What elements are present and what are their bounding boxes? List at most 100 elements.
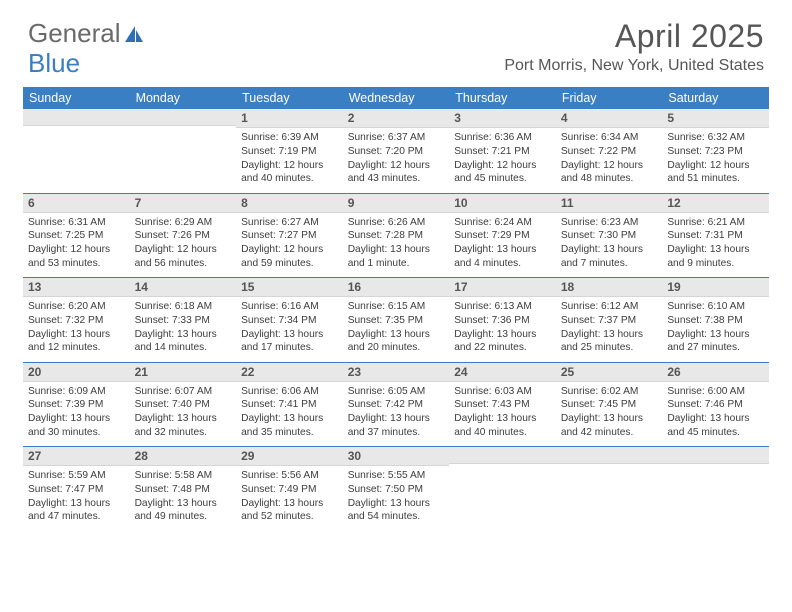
calendar-day-cell: 13Sunrise: 6:20 AMSunset: 7:32 PMDayligh… [23, 278, 130, 362]
day-details: Sunrise: 6:23 AMSunset: 7:30 PMDaylight:… [556, 213, 663, 275]
calendar-week-row: 1Sunrise: 6:39 AMSunset: 7:19 PMDaylight… [23, 109, 769, 193]
calendar-day-cell: 12Sunrise: 6:21 AMSunset: 7:31 PMDayligh… [662, 194, 769, 278]
calendar-day-cell: 30Sunrise: 5:55 AMSunset: 7:50 PMDayligh… [343, 447, 450, 531]
calendar-empty-cell [130, 109, 237, 193]
calendar-day-cell: 18Sunrise: 6:12 AMSunset: 7:37 PMDayligh… [556, 278, 663, 362]
logo: General [28, 18, 145, 49]
day-details: Sunrise: 6:36 AMSunset: 7:21 PMDaylight:… [449, 128, 556, 190]
day-number: 23 [343, 363, 450, 382]
day-details: Sunrise: 5:55 AMSunset: 7:50 PMDaylight:… [343, 466, 450, 528]
day-number: 11 [556, 194, 663, 213]
weekday-header: Sunday [23, 87, 130, 109]
day-details: Sunrise: 6:20 AMSunset: 7:32 PMDaylight:… [23, 297, 130, 359]
day-number: 24 [449, 363, 556, 382]
calendar-day-cell: 23Sunrise: 6:05 AMSunset: 7:42 PMDayligh… [343, 363, 450, 447]
calendar-empty-cell [662, 447, 769, 531]
day-details: Sunrise: 6:05 AMSunset: 7:42 PMDaylight:… [343, 382, 450, 444]
empty-day-number [662, 447, 769, 464]
calendar-head: SundayMondayTuesdayWednesdayThursdayFrid… [23, 87, 769, 109]
calendar-day-cell: 29Sunrise: 5:56 AMSunset: 7:49 PMDayligh… [236, 447, 343, 531]
calendar-day-cell: 9Sunrise: 6:26 AMSunset: 7:28 PMDaylight… [343, 194, 450, 278]
calendar-day-cell: 15Sunrise: 6:16 AMSunset: 7:34 PMDayligh… [236, 278, 343, 362]
day-number: 27 [23, 447, 130, 466]
calendar-day-cell: 2Sunrise: 6:37 AMSunset: 7:20 PMDaylight… [343, 109, 450, 193]
empty-day-number [449, 447, 556, 464]
location-text: Port Morris, New York, United States [504, 57, 764, 75]
calendar-table: SundayMondayTuesdayWednesdayThursdayFrid… [23, 87, 769, 531]
calendar-day-cell: 16Sunrise: 6:15 AMSunset: 7:35 PMDayligh… [343, 278, 450, 362]
weekday-header: Monday [130, 87, 237, 109]
day-number: 20 [23, 363, 130, 382]
calendar-day-cell: 21Sunrise: 6:07 AMSunset: 7:40 PMDayligh… [130, 363, 237, 447]
calendar-day-cell: 7Sunrise: 6:29 AMSunset: 7:26 PMDaylight… [130, 194, 237, 278]
title-block: April 2025 Port Morris, New York, United… [504, 18, 764, 75]
day-number: 28 [130, 447, 237, 466]
calendar-day-cell: 4Sunrise: 6:34 AMSunset: 7:22 PMDaylight… [556, 109, 663, 193]
calendar-week-row: 6Sunrise: 6:31 AMSunset: 7:25 PMDaylight… [23, 194, 769, 278]
day-number: 9 [343, 194, 450, 213]
day-details: Sunrise: 6:24 AMSunset: 7:29 PMDaylight:… [449, 213, 556, 275]
weekday-header: Friday [556, 87, 663, 109]
calendar-day-cell: 5Sunrise: 6:32 AMSunset: 7:23 PMDaylight… [662, 109, 769, 193]
weekday-header: Thursday [449, 87, 556, 109]
calendar-day-cell: 20Sunrise: 6:09 AMSunset: 7:39 PMDayligh… [23, 363, 130, 447]
logo-text-general: General [28, 18, 121, 49]
day-details: Sunrise: 6:16 AMSunset: 7:34 PMDaylight:… [236, 297, 343, 359]
calendar-day-cell: 10Sunrise: 6:24 AMSunset: 7:29 PMDayligh… [449, 194, 556, 278]
calendar-empty-cell [449, 447, 556, 531]
calendar-day-cell: 14Sunrise: 6:18 AMSunset: 7:33 PMDayligh… [130, 278, 237, 362]
day-number: 10 [449, 194, 556, 213]
day-number: 26 [662, 363, 769, 382]
day-details: Sunrise: 6:26 AMSunset: 7:28 PMDaylight:… [343, 213, 450, 275]
empty-day-number [130, 109, 237, 126]
calendar-empty-cell [556, 447, 663, 531]
weekday-header: Wednesday [343, 87, 450, 109]
day-details: Sunrise: 5:56 AMSunset: 7:49 PMDaylight:… [236, 466, 343, 528]
calendar-day-cell: 26Sunrise: 6:00 AMSunset: 7:46 PMDayligh… [662, 363, 769, 447]
calendar-week-row: 20Sunrise: 6:09 AMSunset: 7:39 PMDayligh… [23, 363, 769, 447]
day-number: 17 [449, 278, 556, 297]
day-number: 6 [23, 194, 130, 213]
day-number: 5 [662, 109, 769, 128]
calendar-body: 1Sunrise: 6:39 AMSunset: 7:19 PMDaylight… [23, 109, 769, 531]
day-details: Sunrise: 6:07 AMSunset: 7:40 PMDaylight:… [130, 382, 237, 444]
day-number: 2 [343, 109, 450, 128]
calendar-day-cell: 19Sunrise: 6:10 AMSunset: 7:38 PMDayligh… [662, 278, 769, 362]
day-details: Sunrise: 6:34 AMSunset: 7:22 PMDaylight:… [556, 128, 663, 190]
day-number: 4 [556, 109, 663, 128]
empty-day-number [556, 447, 663, 464]
day-details: Sunrise: 6:32 AMSunset: 7:23 PMDaylight:… [662, 128, 769, 190]
day-number: 7 [130, 194, 237, 213]
day-number: 21 [130, 363, 237, 382]
calendar-week-row: 13Sunrise: 6:20 AMSunset: 7:32 PMDayligh… [23, 278, 769, 362]
day-details: Sunrise: 6:15 AMSunset: 7:35 PMDaylight:… [343, 297, 450, 359]
calendar-day-cell: 22Sunrise: 6:06 AMSunset: 7:41 PMDayligh… [236, 363, 343, 447]
day-number: 29 [236, 447, 343, 466]
day-details: Sunrise: 6:02 AMSunset: 7:45 PMDaylight:… [556, 382, 663, 444]
day-details: Sunrise: 6:31 AMSunset: 7:25 PMDaylight:… [23, 213, 130, 275]
day-details: Sunrise: 6:09 AMSunset: 7:39 PMDaylight:… [23, 382, 130, 444]
weekday-header: Saturday [662, 87, 769, 109]
calendar-week-row: 27Sunrise: 5:59 AMSunset: 7:47 PMDayligh… [23, 447, 769, 531]
day-number: 13 [23, 278, 130, 297]
day-details: Sunrise: 6:18 AMSunset: 7:33 PMDaylight:… [130, 297, 237, 359]
calendar-day-cell: 27Sunrise: 5:59 AMSunset: 7:47 PMDayligh… [23, 447, 130, 531]
day-details: Sunrise: 6:27 AMSunset: 7:27 PMDaylight:… [236, 213, 343, 275]
day-details: Sunrise: 6:21 AMSunset: 7:31 PMDaylight:… [662, 213, 769, 275]
day-details: Sunrise: 6:00 AMSunset: 7:46 PMDaylight:… [662, 382, 769, 444]
weekday-header: Tuesday [236, 87, 343, 109]
day-details: Sunrise: 6:13 AMSunset: 7:36 PMDaylight:… [449, 297, 556, 359]
calendar-empty-cell [23, 109, 130, 193]
calendar-day-cell: 3Sunrise: 6:36 AMSunset: 7:21 PMDaylight… [449, 109, 556, 193]
day-number: 22 [236, 363, 343, 382]
day-number: 16 [343, 278, 450, 297]
calendar-day-cell: 28Sunrise: 5:58 AMSunset: 7:48 PMDayligh… [130, 447, 237, 531]
day-number: 3 [449, 109, 556, 128]
day-details: Sunrise: 6:29 AMSunset: 7:26 PMDaylight:… [130, 213, 237, 275]
day-details: Sunrise: 6:10 AMSunset: 7:38 PMDaylight:… [662, 297, 769, 359]
day-number: 18 [556, 278, 663, 297]
calendar-day-cell: 1Sunrise: 6:39 AMSunset: 7:19 PMDaylight… [236, 109, 343, 193]
day-details: Sunrise: 6:03 AMSunset: 7:43 PMDaylight:… [449, 382, 556, 444]
day-number: 30 [343, 447, 450, 466]
day-number: 1 [236, 109, 343, 128]
